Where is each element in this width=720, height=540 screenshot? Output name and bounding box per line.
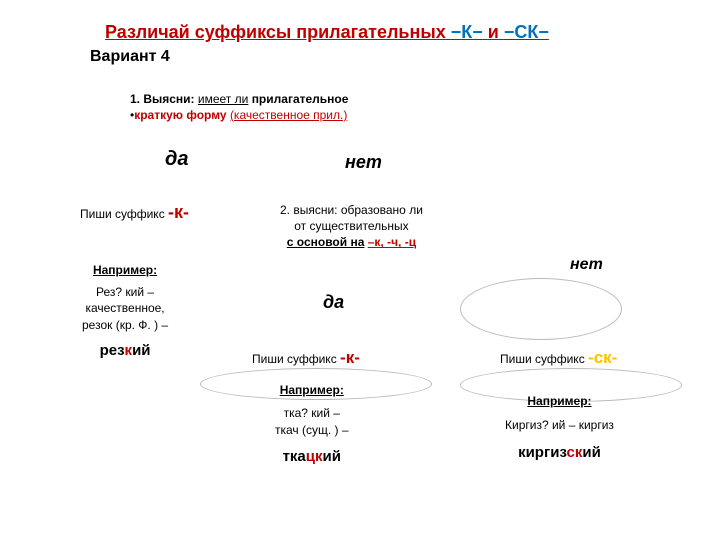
ex2-l1: тка? кий – [275,405,349,422]
page-title: Различай суффиксы прилагательных −К− и −… [105,22,549,43]
branch-da-2: да [323,292,344,313]
step1-qual: (качественное прил.) [230,108,347,122]
write-label: Пиши суффикс [80,207,165,221]
write-sk-suffix: -ск- [588,348,617,367]
ex1-word: резкий [82,341,168,361]
example-3-header: Например: [505,392,614,410]
variant-label: Вариант 4 [90,48,170,66]
title-and: и [488,22,499,42]
write-k-suffix-2: -к- [340,348,360,367]
branch-net-2: нет [570,256,603,274]
bubble-1 [460,278,622,340]
step-1: 1. Выясни: имеет ли прилагательное •крат… [130,92,348,123]
step2-l3a: с основой на [287,235,365,249]
example-3: Например: Киргиз? ий – киргиз киргизский [505,392,614,465]
ex1-l3: резок (кр. Ф. ) – [82,317,168,333]
step2-l3b: –к, -ч, -ц [368,235,416,249]
ex1-l2: качественное, [82,300,168,316]
step1-a: 1. Выясни: [130,92,195,106]
write-label-3: Пиши суффикс [500,352,585,366]
title-sk: −СК− [504,22,549,42]
ex1-l1: Рез? кий – [82,284,168,300]
ex3-word: киргизский [505,442,614,465]
step-2: 2. выясни: образовано ли от существитель… [280,202,423,251]
write-suffix-k-2: Пиши суффикс -к- [252,348,360,368]
title-prefix: Различай суффиксы прилагательных [105,22,446,42]
ex2-word: ткацкий [275,446,349,467]
example-1-header: Например: [82,262,168,278]
write-suffix-k-1: Пиши суффикс -к- [80,202,189,223]
title-k: −К− [451,22,483,42]
example-1: Например: Рез? кий – качественное, резок… [82,262,168,361]
write-k-suffix: -к- [168,202,189,222]
step2-l1: 2. выясни: образовано ли [280,202,423,218]
step2-l2: от существительных [280,218,423,234]
ex3-l1: Киргиз? ий – киргиз [505,416,614,434]
write-label-2: Пиши суффикс [252,352,337,366]
step1-c: прилагательное [252,92,349,106]
branch-net-1: нет [345,152,382,173]
write-suffix-sk: Пиши суффикс -ск- [500,348,617,368]
example-2: Например: тка? кий – ткач (сущ. ) – ткац… [275,382,349,467]
step1-short: краткую форму [134,108,226,122]
step1-b: имеет ли [198,92,248,106]
example-2-header: Например: [275,382,349,399]
ex2-l2: ткач (сущ. ) – [275,422,349,439]
branch-da-1: да [165,148,189,171]
